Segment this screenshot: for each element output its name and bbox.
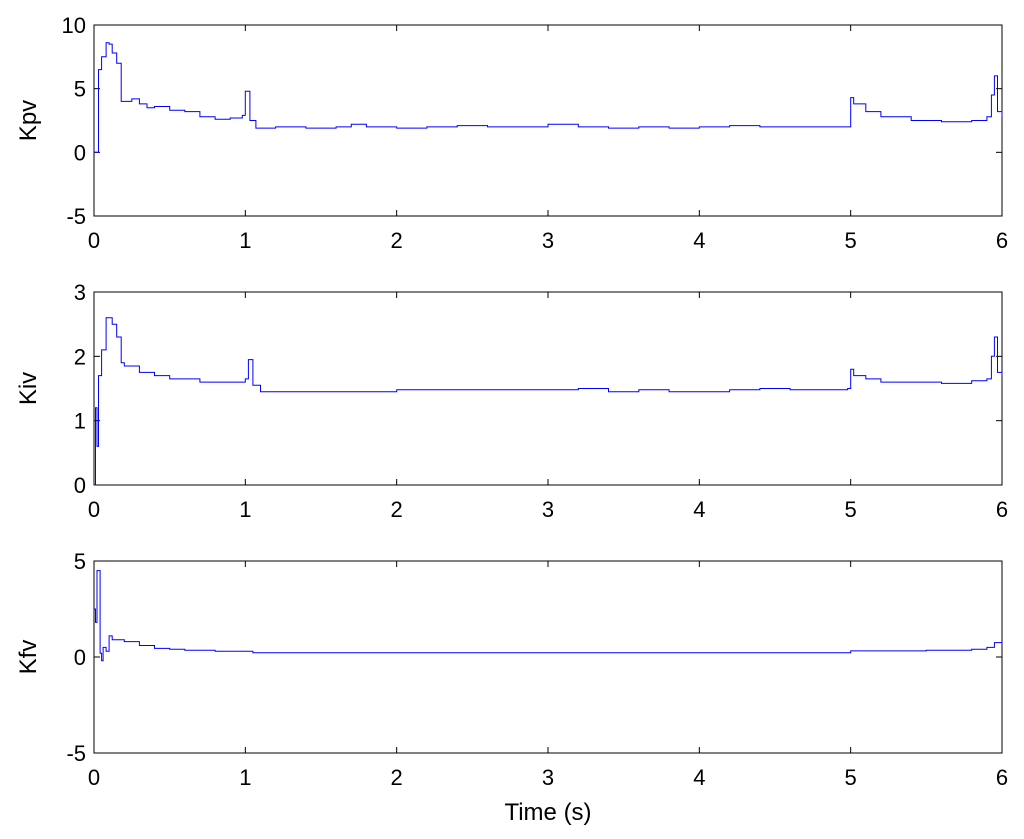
kfv-xtick-label: 0	[88, 765, 100, 790]
kpv-ytick-label: 5	[74, 77, 86, 102]
kiv-xtick-label: 6	[996, 497, 1008, 522]
kiv-xtick-label: 3	[542, 497, 554, 522]
kfv-xtick-label: 6	[996, 765, 1008, 790]
kpv-xtick-label: 1	[239, 228, 251, 253]
kfv-ytick-label: -5	[66, 741, 86, 766]
kiv-series-line	[94, 317, 1003, 486]
kfv-xtick-label: 4	[693, 765, 705, 790]
kpv-ytick-label: -5	[66, 204, 86, 229]
kfv-y-axis-label: Kfv	[15, 640, 42, 675]
kfv-xtick-label: 2	[391, 765, 403, 790]
kpv-xtick-label: 3	[542, 228, 554, 253]
kpv-xtick-label: 0	[88, 228, 100, 253]
kpv-ytick-label: 10	[62, 13, 86, 38]
x-axis-label: Time (s)	[504, 799, 591, 826]
kiv-ytick-label: 2	[74, 344, 86, 369]
kiv-xtick-label: 2	[391, 497, 403, 522]
kfv-xtick-label: 3	[542, 765, 554, 790]
kfv-ytick-label: 5	[74, 549, 86, 574]
kpv-ytick-label: 0	[74, 140, 86, 165]
kpv-y-axis-label: Kpv	[15, 100, 42, 141]
kfv-series-line	[94, 570, 1003, 662]
kpv-xtick-label: 6	[996, 228, 1008, 253]
kfv-axes-frame	[93, 560, 1003, 754]
kpv-xtick-label: 4	[693, 228, 705, 253]
kiv-panel: 0 1 2 3 4 5 6 0 1 2 3 Kiv	[15, 280, 1008, 522]
kfv-xtick-label: 5	[845, 765, 857, 790]
kiv-xtick-label: 0	[88, 497, 100, 522]
kiv-ytick-label: 0	[74, 473, 86, 498]
kiv-y-axis-label: Kiv	[15, 372, 42, 405]
kpv-xtick-label: 2	[391, 228, 403, 253]
kpv-axes-frame	[93, 24, 1003, 217]
kiv-xtick-label: 5	[845, 497, 857, 522]
kiv-xtick-label: 1	[239, 497, 251, 522]
kiv-xtick-label: 4	[693, 497, 705, 522]
kiv-ytick-label: 3	[74, 280, 86, 305]
kfv-ytick-label: 0	[74, 645, 86, 670]
kiv-ytick-label: 1	[74, 409, 86, 434]
kfv-xtick-label: 1	[239, 765, 251, 790]
kpv-xtick-label: 5	[845, 228, 857, 253]
kiv-axes-frame	[93, 291, 1003, 486]
kpv-series-line	[94, 42, 1003, 153]
